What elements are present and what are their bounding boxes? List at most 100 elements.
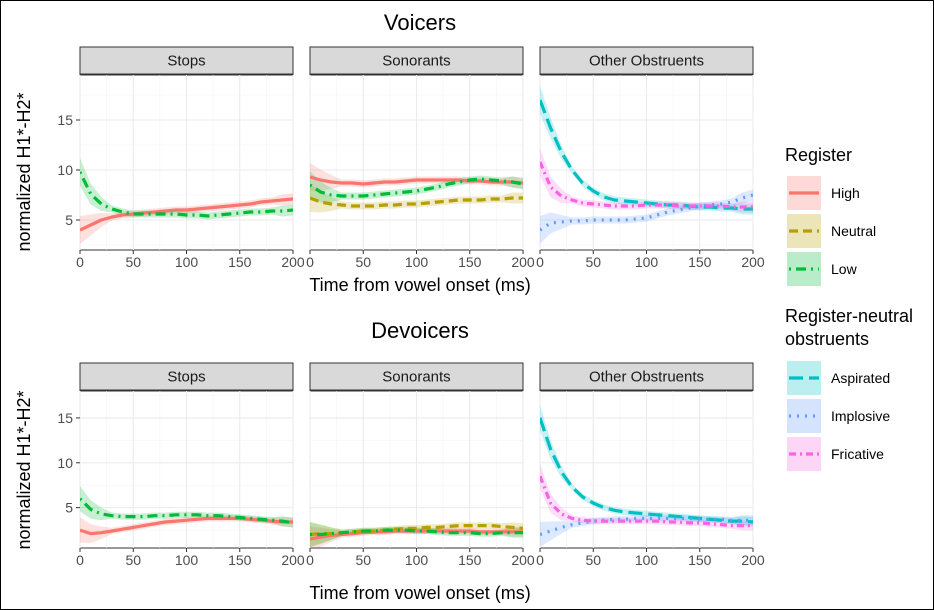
devoicers-stops-x-axis: 0 50 100 150 200 <box>76 548 305 568</box>
devoicers-other-obstruents-strip-label: Other Obstruents <box>589 369 704 386</box>
devoicers-stops-panel: Stops 0 50 100 150 200 5 10 15 <box>57 362 305 568</box>
x-tick-label: 200 <box>741 552 765 568</box>
devoicers-y-axis: 5 10 15 <box>57 410 80 516</box>
devoicers-sonorants-gridlines <box>309 391 524 548</box>
voicers-other-obstruents-strip-label: Other Obstruents <box>589 53 704 70</box>
devoicers-sonorants-strip-label: Sonorants <box>382 369 450 386</box>
voicers-stops-series <box>80 158 293 244</box>
x-tick-label: 200 <box>511 552 535 568</box>
devoicers-sonorants-low-ribbon <box>310 522 523 548</box>
devoicers-sonorants-strip <box>309 362 524 391</box>
voicers-stops-x-axis: 0 50 100 150 200 <box>76 250 305 270</box>
voicers-other-obstruents-gridlines <box>539 75 754 250</box>
legend-item-implosive: Implosive <box>787 399 890 433</box>
legend-register-title: Register <box>785 145 852 165</box>
legend-label-aspirated: Aspirated <box>831 370 890 386</box>
x-tick-label: 100 <box>405 254 429 270</box>
voicers-other-obstruents-panel: Other Obstruents 0 50 100 150 200 <box>536 46 765 270</box>
legend-item-low: Low <box>787 252 858 286</box>
legend-register-neutral: Register-neutral obstruents Aspirated Imp… <box>785 306 913 471</box>
devoicers-block: Devoicers normalized H1*-H2* Time from v… <box>14 318 765 603</box>
voicers-block: Voicers normalized H1*-H2* Time from vow… <box>14 10 765 295</box>
x-tick-label: 100 <box>175 552 199 568</box>
voicers-stops-gridlines <box>79 75 294 250</box>
voicers-sonorants-strip <box>309 46 524 75</box>
voicers-stops-strip-label: Stops <box>167 53 205 70</box>
devoicers-sonorants-series <box>310 522 523 548</box>
x-tick-label: 50 <box>355 552 371 568</box>
x-tick-label: 0 <box>536 254 544 270</box>
legend-label-low: Low <box>831 261 858 277</box>
devoicers-other-obstruents-fricative-line <box>540 475 753 528</box>
voicers-stops-strip <box>79 46 294 75</box>
voicers-other-obstruents-x-axis: 0 50 100 150 200 <box>536 250 765 270</box>
devoicers-title: Devoicers <box>371 318 469 343</box>
devoicers-sonorants-neutral-ribbon <box>310 522 523 548</box>
x-tick-label: 150 <box>688 552 712 568</box>
x-tick-label: 150 <box>458 552 482 568</box>
voicers-y-axis-label: normalized H1*-H2* <box>14 92 34 251</box>
legend-item-fricative: Fricative <box>787 437 884 471</box>
devoicers-other-obstruents-panel: Other Obstruents 0 50 100 150 200 <box>536 362 765 568</box>
x-tick-label: 50 <box>585 254 601 270</box>
voicers-sonorants-high-line <box>310 175 523 186</box>
voicers-sonorants-series <box>310 163 523 213</box>
voicers-sonorants-x-axis: 0 50 100 150 200 <box>306 250 535 270</box>
legend-item-high: High <box>787 176 860 210</box>
legend-label-implosive: Implosive <box>831 408 890 424</box>
devoicers-sonorants-x-axis: 0 50 100 150 200 <box>306 548 535 568</box>
voicers-sonorants-gridlines <box>309 75 524 250</box>
devoicers-x-axis-label: Time from vowel onset (ms) <box>309 583 530 603</box>
devoicers-sonorants-high-line <box>310 529 523 541</box>
devoicers-facets: Stops 0 50 100 150 200 5 10 15 Sonorants 0 50 100 150… <box>57 362 765 568</box>
legend-label-fricative: Fricative <box>831 446 884 462</box>
voicers-title: Voicers <box>384 10 456 35</box>
x-tick-label: 150 <box>228 552 252 568</box>
voicers-sonorants-neutral-ribbon <box>310 184 523 213</box>
voicers-y-axis: 5 10 15 <box>57 112 80 228</box>
devoicers-other-obstruents-aspirated-line <box>540 417 753 524</box>
voicers-sonorants-low-line <box>310 177 523 198</box>
x-tick-label: 0 <box>306 254 314 270</box>
x-tick-label: 200 <box>511 254 535 270</box>
x-tick-label: 200 <box>281 254 305 270</box>
y-tick-label: 10 <box>57 162 73 178</box>
devoicers-sonorants-panel: Sonorants 0 50 100 150 200 <box>306 362 535 568</box>
x-tick-label: 0 <box>76 254 84 270</box>
x-tick-label: 50 <box>585 552 601 568</box>
x-tick-label: 50 <box>125 552 141 568</box>
voicers-other-obstruents-implosive-ribbon <box>540 189 753 244</box>
devoicers-other-obstruents-fricative-ribbon <box>540 463 753 531</box>
legend-register-neutral-items: Aspirated Implosive Fricative <box>787 361 890 471</box>
y-tick-label: 15 <box>57 410 73 426</box>
x-tick-label: 100 <box>635 254 659 270</box>
devoicers-other-obstruents-series <box>540 405 753 548</box>
y-tick-label: 10 <box>57 455 73 471</box>
x-tick-label: 200 <box>281 552 305 568</box>
x-tick-label: 100 <box>635 552 659 568</box>
voicers-other-obstruents-aspirated-line <box>540 99 753 211</box>
x-tick-label: 100 <box>175 254 199 270</box>
x-tick-label: 100 <box>405 552 429 568</box>
legend-label-high: High <box>831 185 860 201</box>
voicers-stops-panel: Stops 0 50 100 150 200 5 10 15 <box>57 46 305 270</box>
legend-register: Register High Neutral Low <box>785 145 876 286</box>
y-tick-label: 5 <box>65 500 73 516</box>
devoicers-other-obstruents-strip <box>539 362 754 391</box>
devoicers-y-axis-label: normalized H1*-H2* <box>14 390 34 549</box>
legend-key-implosive-fill <box>787 399 821 433</box>
voicers-stops-low-ribbon <box>80 158 293 220</box>
x-tick-label: 50 <box>355 254 371 270</box>
devoicers-stops-low-line <box>80 497 293 525</box>
y-tick-label: 5 <box>65 212 73 228</box>
voicers-other-obstruents-fricative-ribbon <box>540 148 753 213</box>
legend-register-neutral-title-line2: obstruents <box>785 329 869 349</box>
voicers-facets: Stops 0 50 100 150 200 5 10 15 Sonorants 0 50 100 150… <box>57 46 765 270</box>
legend-item-neutral: Neutral <box>787 214 876 248</box>
y-tick-label: 15 <box>57 112 73 128</box>
x-tick-label: 150 <box>458 254 482 270</box>
devoicers-sonorants-low-line <box>310 528 523 537</box>
legend-register-items: High Neutral Low <box>787 176 876 286</box>
voicers-stops-low-line <box>80 171 293 218</box>
